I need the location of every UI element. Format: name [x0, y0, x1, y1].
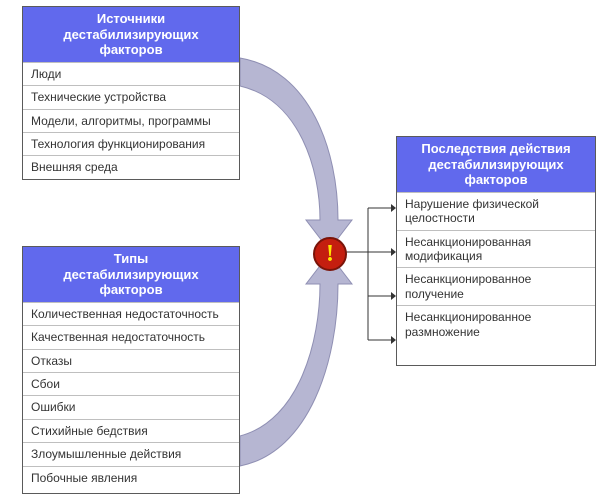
effects-box: Последствия действия дестабилизирующих ф…: [396, 136, 596, 366]
sources-title-line1: Источники: [97, 11, 165, 26]
types-box-header: Типы дестабилизирующих факторов: [23, 247, 239, 302]
sources-item: Люди: [23, 62, 239, 85]
types-item: Побочные явления: [23, 466, 239, 489]
sources-item: Технология функционирования: [23, 132, 239, 155]
sources-item: Внешняя среда: [23, 155, 239, 178]
effects-title-line2: дестабилизирующих: [428, 157, 563, 172]
sources-title-line3: факторов: [99, 42, 162, 57]
types-box: Типы дестабилизирующих факторов Количест…: [22, 246, 240, 494]
types-item: Злоумышленные действия: [23, 442, 239, 465]
types-title-line3: факторов: [99, 282, 162, 297]
types-item: Качественная недостаточность: [23, 325, 239, 348]
sources-item: Модели, алгоритмы, программы: [23, 109, 239, 132]
effects-title-line3: факторов: [464, 172, 527, 187]
branch-connectors: [343, 204, 396, 344]
effects-item: Несанкционированная модификация: [397, 230, 595, 268]
types-item: Количественная недостаточность: [23, 302, 239, 325]
types-list: Количественная недостаточностьКачественн…: [23, 302, 239, 489]
sources-item: Технические устройства: [23, 85, 239, 108]
sources-title-line2: дестабилизирующих: [63, 27, 198, 42]
types-item: Сбои: [23, 372, 239, 395]
alert-icon: !: [313, 237, 347, 271]
converge-arrow: [240, 254, 352, 466]
effects-item: Нарушение физической целостности: [397, 192, 595, 230]
alert-glyph: !: [326, 241, 334, 268]
types-title-line1: Типы: [114, 251, 148, 266]
types-item: Ошибки: [23, 395, 239, 418]
types-title-line2: дестабилизирующих: [63, 267, 198, 282]
sources-list: ЛюдиТехнические устройстваМодели, алгори…: [23, 62, 239, 179]
effects-box-header: Последствия действия дестабилизирующих ф…: [397, 137, 595, 192]
sources-box-header: Источники дестабилизирующих факторов: [23, 7, 239, 62]
types-item: Стихийные бедствия: [23, 419, 239, 442]
types-item: Отказы: [23, 349, 239, 372]
effects-list: Нарушение физической целостностиНесанкци…: [397, 192, 595, 343]
converge-arrow: [240, 58, 352, 250]
sources-box: Источники дестабилизирующих факторов Люд…: [22, 6, 240, 180]
effects-title-line1: Последствия действия: [421, 141, 570, 156]
effects-item: Несанкционированное размножение: [397, 305, 595, 343]
effects-item: Несанкционированное получение: [397, 267, 595, 305]
